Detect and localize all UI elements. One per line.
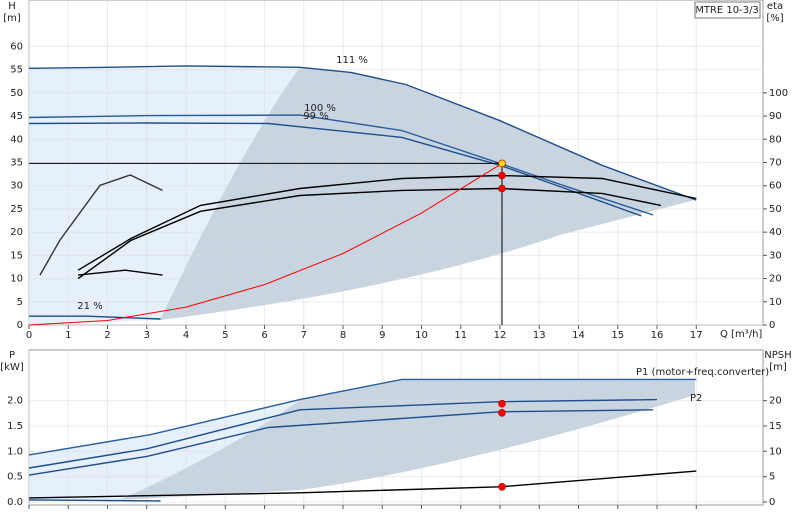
- region-light: [29, 67, 300, 325]
- y-tick-label: 30: [10, 181, 23, 192]
- y2-tick-label: 20: [769, 274, 782, 285]
- y2-tick-label: 0: [769, 320, 775, 331]
- y-tick-label: 55: [10, 65, 23, 76]
- y2-tick-label: 10: [769, 297, 782, 308]
- x-tick-label: 13: [533, 330, 546, 341]
- x-tick-label: 1: [65, 330, 71, 341]
- y2-tick-label: 10: [769, 446, 782, 457]
- y2-tick-label: 40: [769, 227, 782, 238]
- y-tick-label: 45: [10, 111, 23, 122]
- y2-tick-label: 5: [769, 472, 775, 483]
- y-tick-label: 50: [10, 88, 23, 99]
- series-line: [28, 378, 697, 456]
- region-light: [29, 400, 300, 500]
- y-axis-label: H: [8, 1, 16, 12]
- series-line: [28, 122, 642, 217]
- y2-axis-label: eta: [767, 1, 783, 12]
- x-tick-label: 3: [144, 330, 150, 341]
- y-axis-unit: [m]: [3, 13, 21, 24]
- y2-tick-label: 60: [769, 181, 782, 192]
- chart-title: MTRE 10-3/3: [695, 5, 759, 16]
- operating-point: [498, 159, 506, 168]
- series-label: P2: [690, 393, 702, 404]
- y2-tick-label: 80: [769, 134, 782, 145]
- region-dark: [120, 380, 695, 500]
- series-line: [78, 269, 163, 276]
- title-box: [694, 1, 761, 19]
- series-line: [28, 398, 658, 469]
- operating-point: [498, 171, 506, 180]
- y-tick-label: 1.0: [7, 446, 23, 457]
- x-tick-label: 4: [183, 330, 189, 341]
- y-tick-label: 25: [10, 204, 23, 215]
- y-tick-label: 0: [17, 320, 23, 331]
- x-tick-label: 11: [454, 330, 467, 341]
- x-tick-label: 17: [690, 330, 703, 341]
- y-tick-label: 5: [17, 297, 23, 308]
- y2-tick-label: 70: [769, 158, 782, 169]
- series-label: P1 (motor+freq.converter): [636, 367, 769, 378]
- y-tick-label: 0.0: [7, 497, 23, 508]
- region-dark: [160, 67, 695, 320]
- y2-axis-label: NPSH: [764, 350, 791, 361]
- x-tick-label: 0: [26, 330, 32, 341]
- x-tick-label: 8: [340, 330, 346, 341]
- x-tick-label: 10: [415, 330, 428, 341]
- series-line: [39, 174, 163, 276]
- x-tick-label: 12: [494, 330, 507, 341]
- series-line: [28, 114, 654, 216]
- x-tick-label: 15: [611, 330, 624, 341]
- series-line: [28, 470, 697, 499]
- x-tick-label: 5: [222, 330, 228, 341]
- y2-tick-label: 0: [769, 497, 775, 508]
- y-axis-label: P: [9, 350, 15, 361]
- series-label: 99 %: [303, 111, 328, 122]
- operating-point: [498, 399, 506, 408]
- y2-tick-label: 50: [769, 204, 782, 215]
- series-label: 100 %: [304, 103, 336, 114]
- operating-point: [498, 409, 506, 417]
- x-tick-label: 6: [261, 330, 267, 341]
- y-tick-label: 60: [10, 41, 23, 52]
- series-line: [77, 187, 662, 280]
- operating-point: [498, 482, 506, 491]
- x-tick-label: 9: [379, 330, 385, 341]
- y-tick-label: 20: [10, 227, 23, 238]
- series-line: [28, 162, 503, 326]
- series-line: [29, 315, 161, 320]
- y-tick-label: 0.5: [7, 472, 23, 483]
- series-line: [28, 409, 654, 476]
- y-tick-label: 10: [10, 274, 23, 285]
- x-tick-label: 7: [301, 330, 307, 341]
- y2-tick-label: 15: [769, 421, 782, 432]
- y2-axis-unit: [%]: [766, 13, 783, 24]
- x-tick-label: 14: [572, 330, 585, 341]
- series-line: [77, 174, 697, 271]
- y2-axis-unit: [m]: [769, 362, 787, 373]
- x-tick-label: 16: [651, 330, 664, 341]
- y-tick-label: 15: [10, 250, 23, 261]
- y2-tick-label: 30: [769, 250, 782, 261]
- y-tick-label: 40: [10, 134, 23, 145]
- y2-tick-label: 90: [769, 111, 782, 122]
- y2-tick-label: 100: [769, 88, 788, 99]
- series-label: 21 %: [77, 301, 102, 312]
- y-tick-label: 35: [10, 158, 23, 169]
- series-label: 111 %: [336, 55, 368, 66]
- y-tick-label: 2.0: [7, 396, 23, 407]
- y2-tick-label: 20: [769, 396, 782, 407]
- y-axis-unit: [kW]: [0, 362, 24, 373]
- series-line: [28, 65, 697, 201]
- operating-point: [498, 184, 506, 193]
- series-line: [28, 499, 161, 502]
- x-tick-label: 2: [104, 330, 110, 341]
- x-axis-label: Q [m³/h]: [720, 329, 762, 340]
- y-tick-label: 1.5: [7, 421, 23, 432]
